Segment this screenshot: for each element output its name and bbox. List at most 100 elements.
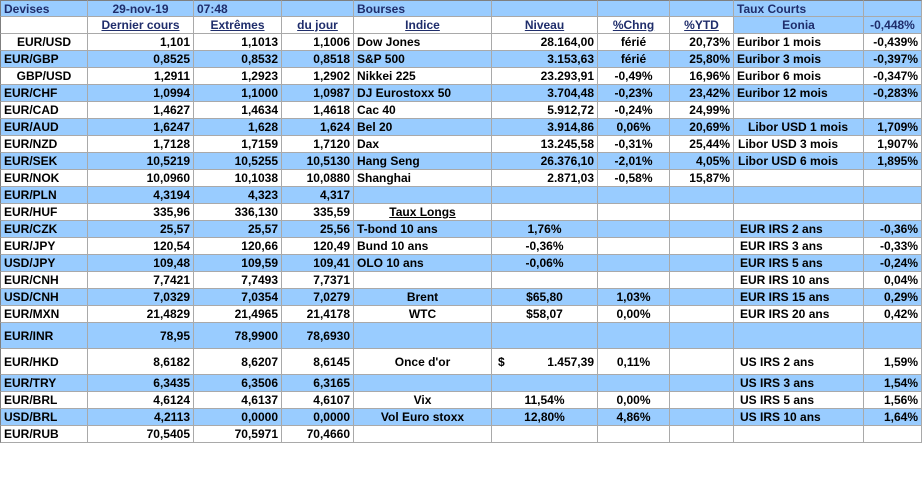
pct-ytd [670,187,734,204]
index-name: Vix [354,392,492,409]
pct-change: -0,49% [598,68,670,85]
index-level: -0,36% [492,238,598,255]
currency-pair: EUR/HKD [0,349,88,375]
rate-name: Euribor 3 mois [734,51,864,68]
index-name: OLO 10 ans [354,255,492,272]
header-empty [864,0,922,17]
rate-value: 0,42% [864,306,922,323]
pct-ytd [670,349,734,375]
table-row: EUR/USD 1,101 1,1013 1,1006 Dow Jones 28.164,… [0,34,922,51]
rate-name [734,187,864,204]
index-level: 11,54% [492,392,598,409]
day-low: 109,41 [282,255,354,272]
index-name: Dow Jones [354,34,492,51]
day-low: 6,3165 [282,375,354,392]
currency-pair: USD/JPY [0,255,88,272]
index-level: 3.914,86 [492,119,598,136]
currency-pair: EUR/USD [0,34,88,51]
rate-value: -0,33% [864,238,922,255]
day-low: 70,4660 [282,426,354,443]
pct-change [598,375,670,392]
last-price: 1,2911 [88,68,194,85]
pct-ytd: 25,44% [670,136,734,153]
rate-name [734,204,864,221]
pct-ytd [670,375,734,392]
taux-courts-title: Taux Courts [734,0,864,17]
header-empty [670,0,734,17]
day-high: 7,7493 [194,272,282,289]
rate-value: 1,56% [864,392,922,409]
index-level [492,375,598,392]
index-name: Bel 20 [354,119,492,136]
pct-ytd: 23,42% [670,85,734,102]
currency-pair: EUR/SEK [0,153,88,170]
table-row: EUR/AUD 1,6247 1,628 1,624 Bel 20 3.914,86 0,0… [0,119,922,136]
rate-name: EUR IRS 2 ans [734,221,864,238]
day-high: 1,1013 [194,34,282,51]
index-name: Taux Longs [354,204,492,221]
last-price: 21,4829 [88,306,194,323]
currency-pair: EUR/AUD [0,119,88,136]
index-level [492,204,598,221]
day-low: 7,7371 [282,272,354,289]
table-row: EUR/CHF 1,0994 1,1000 1,0987 DJ Eurostoxx 50… [0,85,922,102]
index-name: Shanghai [354,170,492,187]
last-price: 1,7128 [88,136,194,153]
pct-change: -0,24% [598,102,670,119]
index-name [354,375,492,392]
index-level: -0,06% [492,255,598,272]
col-pct-ytd: %YTD [670,17,734,34]
last-price: 10,0960 [88,170,194,187]
day-low: 10,0880 [282,170,354,187]
last-price: 10,5219 [88,153,194,170]
day-low: 4,317 [282,187,354,204]
table-row: EUR/CNH 7,7421 7,7493 7,7371 EUR IRS 10 ans 0… [0,272,922,289]
currency-pair: EUR/CAD [0,102,88,119]
pct-ytd [670,323,734,349]
currency-pair: EUR/TRY [0,375,88,392]
pct-change [598,272,670,289]
index-level [492,323,598,349]
day-low: 7,0279 [282,289,354,306]
pct-change [598,187,670,204]
index-level: 3.704,48 [492,85,598,102]
table-row: EUR/GBP 0,8525 0,8532 0,8518 S&P 500 3.153,63… [0,51,922,68]
day-low: 8,6145 [282,349,354,375]
index-name: T-bond 10 ans [354,221,492,238]
rate-value: 1,907% [864,136,922,153]
col-indice: Indice [354,17,492,34]
pct-ytd [670,272,734,289]
rate-value [864,426,922,443]
day-high: 336,130 [194,204,282,221]
rate-name: Euribor 6 mois [734,68,864,85]
rate-value: -0,36% [864,221,922,238]
subheader-row: Dernier cours Extrêmes du jour Indice Ni… [0,17,922,34]
index-name: Hang Seng [354,153,492,170]
rate-name: US IRS 3 ans [734,375,864,392]
rate-name [734,426,864,443]
rate-name [734,170,864,187]
currency-pair: EUR/BRL [0,392,88,409]
pct-change: 0,11% [598,349,670,375]
last-price: 0,8525 [88,51,194,68]
rate-value: 1,54% [864,375,922,392]
last-price: 7,7421 [88,272,194,289]
pct-ytd: 16,96% [670,68,734,85]
pct-change: 0,00% [598,392,670,409]
pct-ytd [670,204,734,221]
pct-ytd [670,221,734,238]
rate-value [864,204,922,221]
pct-ytd: 24,99% [670,102,734,119]
index-level: $65,80 [492,289,598,306]
pct-change [598,238,670,255]
pct-ytd [670,238,734,255]
pct-change [598,204,670,221]
col-niveau: Niveau [492,17,598,34]
devises-title: Devises [0,0,88,17]
index-name: WTC [354,306,492,323]
rate-value: 1,709% [864,119,922,136]
rate-name: US IRS 2 ans [734,349,864,375]
index-level: 23.293,91 [492,68,598,85]
day-high: 1,1000 [194,85,282,102]
day-high: 4,6137 [194,392,282,409]
